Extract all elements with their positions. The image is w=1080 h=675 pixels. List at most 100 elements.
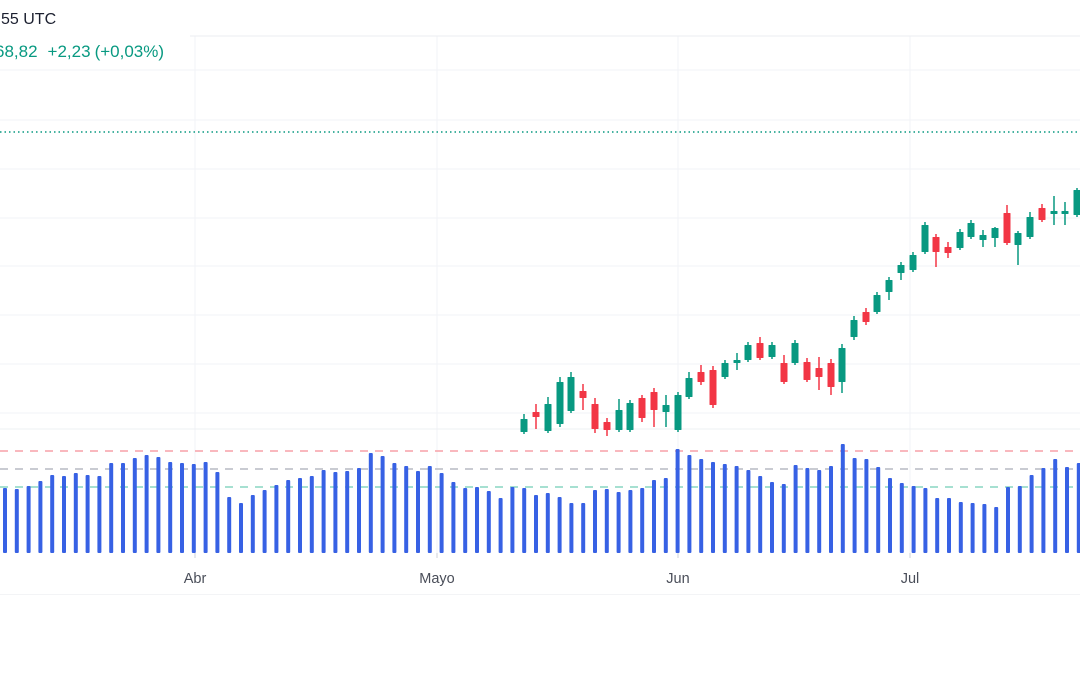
volume-bar (1006, 487, 1010, 553)
page-bottom-whitespace (0, 595, 1080, 675)
volume-bar (888, 478, 892, 553)
volume-bar (935, 498, 940, 553)
price-change-percent: (+0,03%) (94, 42, 165, 61)
volume-bar (1065, 467, 1069, 553)
candle-body-up (520, 419, 528, 432)
candle-body-up (744, 345, 752, 360)
x-axis-label-mayo: Mayo (419, 571, 454, 587)
volume-bar (250, 495, 255, 553)
candle-body-up (567, 377, 575, 411)
quote-line: 68,82 +2,23(+0,03%) (0, 42, 164, 62)
candle-body-down (709, 370, 717, 405)
volume-bar (427, 466, 432, 553)
volume-bar (156, 457, 161, 553)
volume-bar (722, 464, 727, 553)
volume-bar (522, 488, 527, 553)
volume-bar (994, 507, 999, 553)
candle-body-up (662, 405, 670, 412)
volume-bar (144, 455, 149, 553)
x-axis-label-abr: Abr (184, 571, 207, 587)
volume-bar (899, 483, 904, 553)
candle-body-up (1026, 217, 1034, 237)
volume-bar (1076, 463, 1080, 553)
last-price: 68,82 (0, 42, 38, 61)
volume-bar (758, 476, 763, 553)
volume-bar (545, 493, 550, 553)
candle-body-down (638, 398, 646, 418)
candle-body-up (885, 280, 893, 292)
volume-bar (604, 489, 609, 553)
volume-bar (1029, 475, 1034, 553)
volume-bar (239, 503, 243, 553)
candle-body-down (591, 404, 599, 429)
volume-bar (38, 481, 43, 553)
volume-bar (864, 459, 869, 553)
price-change: +2,23 (47, 42, 91, 61)
candle-body-up (1073, 190, 1080, 215)
volume-bar (534, 495, 538, 553)
volume-bar (876, 467, 881, 553)
volume-bar (510, 487, 515, 553)
volume-bar (923, 488, 928, 553)
volume-bar (132, 458, 137, 553)
volume-bar (687, 455, 692, 553)
candle-body-up (873, 295, 881, 312)
candle-body-down (1003, 213, 1011, 243)
volume-bar (274, 485, 279, 553)
volume-bar (203, 462, 208, 553)
volume-bar (392, 463, 397, 553)
volume-bar (439, 473, 444, 553)
volume-bar (368, 453, 373, 553)
candle-body-down (532, 412, 540, 417)
x-axis-label-jul: Jul (901, 571, 920, 587)
volume-bar (770, 482, 774, 553)
candle-body-up (921, 225, 929, 252)
volume-bar (180, 463, 184, 553)
volume-bar (14, 489, 19, 553)
volume-bar (404, 466, 409, 553)
candle-body-up (979, 235, 987, 240)
volume-bar (191, 464, 196, 553)
candle-body-up (685, 378, 693, 397)
volume-bar (852, 458, 857, 553)
volume-bar (227, 497, 232, 553)
volume-bar (26, 486, 31, 553)
candle-body-up (626, 403, 634, 430)
volume-bar (746, 470, 751, 553)
candle-body-down (803, 362, 811, 380)
candle-body-down (944, 247, 952, 253)
volume-bar (675, 449, 680, 553)
candle-body-up (967, 223, 975, 237)
candle-body-up (544, 404, 552, 431)
candle-body-up (1061, 211, 1069, 214)
candle-body-down (697, 372, 705, 382)
chart-area[interactable]: Abr Mayo Jun Jul 55 UTC 68,82 +2,23(+0,03%) (0, 0, 1080, 595)
candle-body-down (815, 368, 823, 377)
candle-body-down (862, 312, 870, 322)
volume-bar (357, 468, 361, 553)
candle-body-up (791, 343, 799, 363)
candle-body-up (1014, 233, 1022, 245)
candle-body-up (909, 255, 917, 270)
volume-bar (640, 488, 645, 553)
volume-bar (380, 456, 385, 553)
volume-bar (593, 490, 597, 553)
candle-body-down (650, 392, 658, 410)
volume-bar (829, 466, 833, 553)
volume-bar (982, 504, 987, 553)
volume-bar (781, 484, 786, 553)
volume-bar (168, 462, 173, 553)
volume-bar (416, 471, 420, 553)
timestamp-text: 55 UTC (1, 11, 57, 28)
x-axis-label-jun: Jun (666, 571, 689, 587)
volume-bar (581, 503, 586, 553)
volume-bar (97, 476, 102, 553)
volume-bar (286, 480, 291, 553)
candle-body-up (956, 232, 964, 248)
volume-bar (1017, 486, 1022, 553)
candle-body-up (674, 395, 682, 430)
price-volume-chart[interactable]: Abr Mayo Jun Jul (0, 0, 1080, 595)
volume-bar (451, 482, 456, 553)
candle-body-up (556, 382, 564, 424)
volume-bar (475, 487, 479, 553)
